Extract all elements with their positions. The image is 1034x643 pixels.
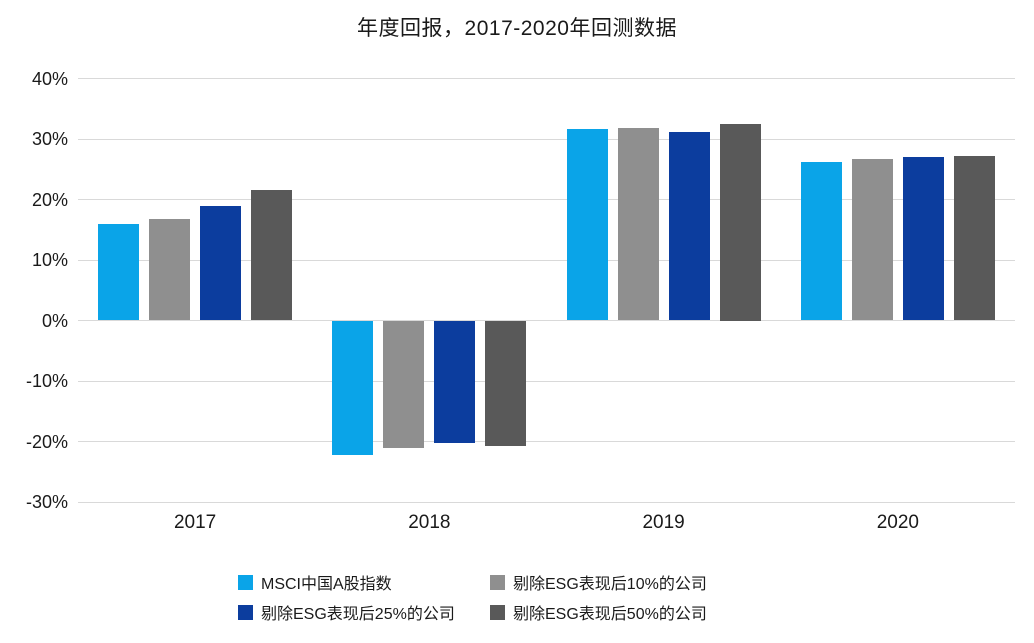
y-axis-tick-label: -30% bbox=[25, 492, 68, 512]
gridline bbox=[78, 259, 1015, 261]
y-axis-tick-label: 10% bbox=[31, 250, 68, 270]
bar-2020-series-0 bbox=[800, 161, 842, 321]
y-axis-tick-label: 20% bbox=[31, 189, 68, 210]
chart-title: 年度回报，2017-2020年回测数据 bbox=[357, 17, 677, 40]
x-axis-tick-label: 2018 bbox=[408, 512, 451, 533]
legend-swatch-icon bbox=[490, 574, 505, 590]
bar-2017-series-0 bbox=[98, 223, 140, 321]
legend-label: 剔除ESG表现后50%的公司 bbox=[513, 606, 707, 623]
bar-2020-series-2 bbox=[902, 157, 944, 321]
legend-swatch-icon bbox=[238, 574, 253, 590]
bar-2019-series-1 bbox=[617, 127, 659, 321]
y-axis-tick-label: 40% bbox=[31, 68, 68, 89]
gridline bbox=[78, 380, 1015, 382]
x-axis-tick-label: 2017 bbox=[173, 512, 217, 533]
bar-2019-series-2 bbox=[668, 132, 710, 321]
legend-label: MSCI中国A股指数 bbox=[261, 576, 392, 593]
gridline bbox=[78, 138, 1015, 140]
bar-2020-series-3 bbox=[953, 155, 995, 321]
y-axis-tick-label: -10% bbox=[25, 371, 68, 391]
bar-2018-series-2 bbox=[434, 320, 476, 444]
bar-2018-series-0 bbox=[332, 320, 374, 456]
bar-2019-series-3 bbox=[719, 123, 761, 321]
legend-item-3: 剔除ESG表现后50%的公司 bbox=[490, 600, 707, 624]
bar-2018-series-1 bbox=[383, 320, 425, 448]
y-axis-tick-label: -20% bbox=[25, 431, 68, 452]
x-axis-tick-label: 2019 bbox=[642, 512, 685, 533]
bar-2019-series-0 bbox=[566, 129, 608, 321]
y-axis-tick-label: 30% bbox=[31, 129, 68, 149]
x-axis-tick-label: 2020 bbox=[876, 512, 920, 533]
legend-item-2: 剔除ESG表现后25%的公司 bbox=[238, 600, 490, 624]
legend-label: 剔除ESG表现后25%的公司 bbox=[261, 606, 455, 623]
legend-swatch-icon bbox=[238, 604, 253, 620]
legend-item-0: MSCI中国A股指数 bbox=[238, 570, 490, 594]
gridline bbox=[78, 78, 1015, 79]
legend-swatch-icon bbox=[490, 604, 505, 620]
bar-2017-series-2 bbox=[200, 205, 242, 321]
bar-2018-series-3 bbox=[485, 320, 527, 447]
bar-2017-series-3 bbox=[251, 189, 293, 321]
gridline bbox=[78, 441, 1015, 442]
legend-label: 剔除ESG表现后10%的公司 bbox=[513, 576, 707, 593]
bar-2020-series-1 bbox=[851, 158, 893, 321]
legend-item-1: 剔除ESG表现后10%的公司 bbox=[490, 570, 707, 594]
y-axis-tick-label: 0% bbox=[41, 310, 68, 331]
gridline bbox=[78, 199, 1015, 200]
gridline bbox=[78, 320, 1015, 321]
legend: MSCI中国A股指数 剔除ESG表现后10%的公司剔除ESG表现后25%的公司 剔除… bbox=[238, 567, 707, 627]
bar-2017-series-1 bbox=[149, 218, 191, 321]
gridline bbox=[78, 501, 1015, 503]
